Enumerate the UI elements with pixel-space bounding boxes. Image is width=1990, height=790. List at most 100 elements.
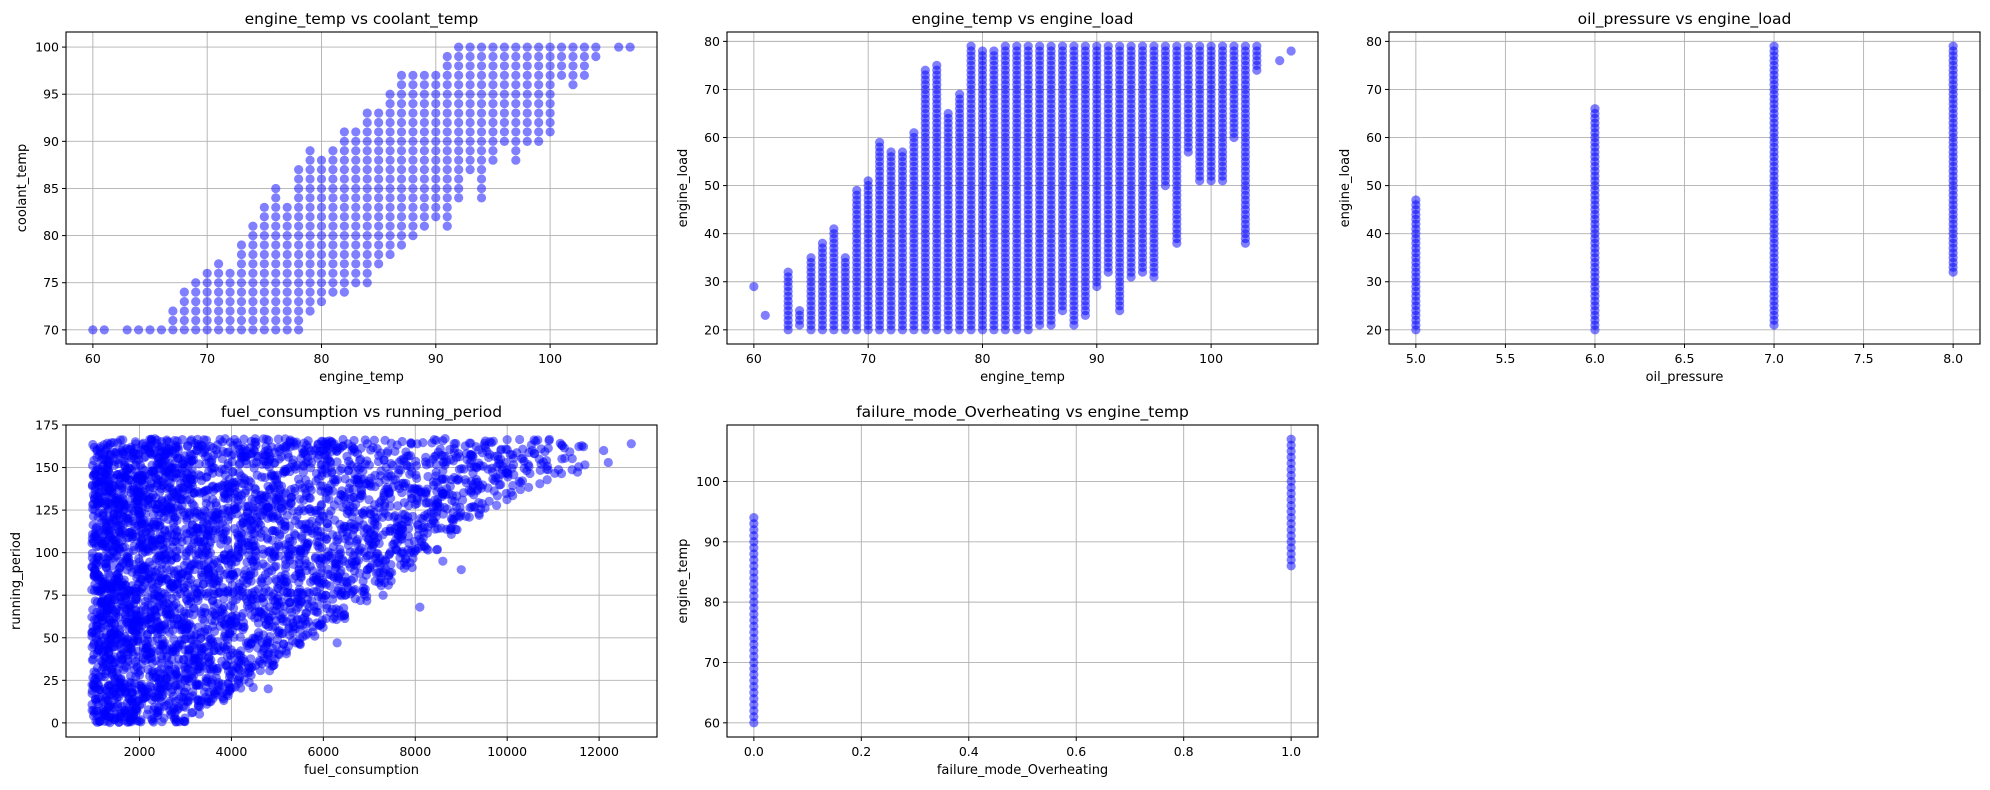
scatter-point <box>271 296 281 307</box>
scatter-point <box>396 221 407 231</box>
scatter-point <box>240 475 250 485</box>
scatter-point <box>171 668 182 679</box>
scatter-point <box>351 174 361 184</box>
y-tick-label: 80 <box>704 34 720 49</box>
scatter-point <box>511 42 521 52</box>
scatter-point <box>159 550 169 560</box>
subplot-title: engine_temp vs coolant_temp <box>245 10 479 29</box>
y-tick-label: 50 <box>704 178 720 193</box>
scatter-point <box>1023 41 1033 51</box>
scatter-point <box>214 259 224 269</box>
scatter-point <box>442 193 452 203</box>
scatter-point <box>339 127 349 137</box>
scatter-point <box>396 146 407 156</box>
scatter-point <box>91 477 101 487</box>
scatter-point <box>442 202 452 212</box>
scatter-point <box>236 268 247 278</box>
scatter-point <box>181 608 191 618</box>
scatter-point <box>124 451 135 461</box>
y-tick-label: 85 <box>43 181 59 196</box>
scatter-point <box>351 136 361 146</box>
scatter-point <box>442 61 452 71</box>
scatter-point <box>419 127 429 137</box>
scatter-point <box>351 240 361 250</box>
scatter-point <box>408 89 418 99</box>
scatter-point <box>186 435 197 445</box>
x-tick-label: 60 <box>746 351 762 366</box>
scatter-point <box>408 136 418 146</box>
scatter-point <box>305 306 315 316</box>
scatter-point <box>396 99 407 109</box>
scatter-point <box>385 249 395 260</box>
scatter-point <box>214 315 224 326</box>
scatter-point <box>225 296 235 307</box>
scatter-point <box>511 51 521 62</box>
scatter-point <box>294 249 304 260</box>
scatter-point <box>362 240 372 250</box>
scatter-point <box>534 108 544 118</box>
scatter-point <box>385 221 395 231</box>
scatter-point <box>205 537 215 547</box>
scatter-point <box>185 449 195 459</box>
scatter-point <box>465 61 475 71</box>
scatter-point <box>511 136 521 146</box>
scatter-point <box>87 686 97 696</box>
scatter-point <box>339 136 349 146</box>
scatter-point <box>233 545 243 555</box>
scatter-point <box>124 527 135 538</box>
scatter-point <box>419 202 429 212</box>
scatter-point <box>568 51 578 62</box>
scatter-point <box>328 249 338 260</box>
y-tick-label: 80 <box>43 228 59 243</box>
scatter-point <box>191 278 201 288</box>
scatter-point <box>385 117 395 128</box>
scatter-point <box>103 648 113 658</box>
scatter-point <box>385 127 395 137</box>
scatter-point <box>511 80 521 90</box>
scatter-point <box>124 639 134 649</box>
scatter-point <box>374 249 384 260</box>
scatter-point <box>408 117 418 128</box>
scatter-point <box>181 551 191 561</box>
scatter-point <box>196 633 206 643</box>
scatter-point <box>1080 41 1090 51</box>
scatter-point <box>989 46 999 56</box>
scatter-point <box>92 717 102 727</box>
scatter-point <box>339 231 349 241</box>
scatter-point <box>195 534 205 544</box>
scatter-point <box>328 278 338 288</box>
scatter-point <box>454 146 464 156</box>
scatter-point <box>119 575 129 585</box>
scatter-point <box>316 268 327 278</box>
scatter-point <box>579 42 590 52</box>
scatter-point <box>169 634 179 645</box>
scatter-point <box>191 306 201 316</box>
scatter-point <box>316 212 327 222</box>
subplot-3: 5.0 5.5 6.0 6.5 7.0 7.5 8.020304050607080oil_p… <box>1338 10 1981 385</box>
scatter-point <box>396 231 407 241</box>
y-tick-label: 70 <box>704 82 720 97</box>
scatter-point <box>522 117 532 128</box>
scatter-point <box>328 221 338 231</box>
scatter-point <box>202 268 212 278</box>
y-axis-label: engine_load <box>676 149 691 228</box>
scatter-point <box>282 278 292 288</box>
scatter-point <box>248 268 258 278</box>
scatter-point <box>465 146 475 156</box>
scatter-point <box>920 65 930 75</box>
scatter-point <box>625 42 635 52</box>
scatter-point <box>165 478 175 488</box>
scatter-point <box>408 193 418 203</box>
scatter-point <box>488 146 498 156</box>
scatter-point <box>139 480 149 490</box>
scatter-point <box>236 296 247 307</box>
scatter-point <box>214 325 224 335</box>
scatter-point <box>233 532 243 542</box>
scatter-point <box>419 165 429 175</box>
scatter-points <box>88 42 635 335</box>
scatter-point <box>135 515 145 525</box>
scatter-point <box>499 70 509 80</box>
scatter-point <box>213 574 224 584</box>
scatter-point <box>89 708 100 718</box>
